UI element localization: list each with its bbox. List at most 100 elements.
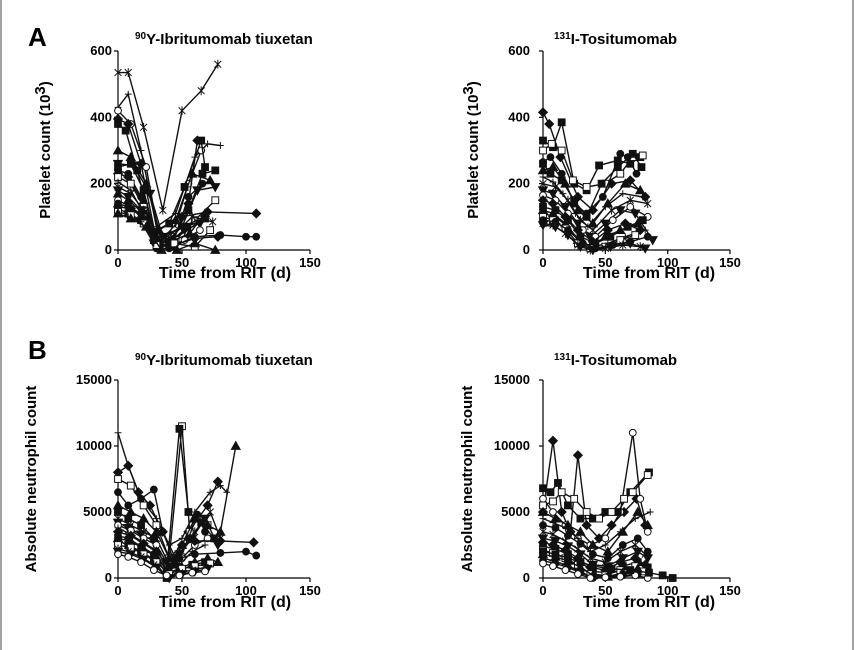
data-point: [211, 166, 220, 175]
series-line: [117, 123, 206, 233]
data-point: [139, 186, 148, 195]
data-point: [124, 90, 132, 98]
data-point: [564, 501, 572, 510]
data-point: [615, 206, 626, 216]
data-point: [572, 450, 584, 461]
data-point: [643, 199, 652, 208]
data-point: [175, 554, 184, 563]
chart-neutrophil-i131: 131I-Tositumomab Absolute neutrophil cou…: [459, 352, 741, 611]
data-point: [251, 208, 262, 219]
x-tick-label: 100: [235, 583, 257, 598]
title-text: Y-Ibritumomab tiuxetan: [146, 31, 313, 48]
data-point: [125, 213, 137, 223]
data-point: [114, 429, 122, 437]
data-point: [560, 202, 571, 213]
data-point: [208, 217, 217, 227]
title-text: I-Tositumomab: [571, 352, 677, 369]
data-point: [582, 212, 591, 221]
data-point: [114, 475, 122, 483]
data-point: [201, 567, 209, 576]
data-point: [625, 175, 636, 186]
y-axis-label-text: Absolute neutrophil count: [459, 386, 476, 573]
series-5: [537, 506, 653, 556]
ticks: 0 200 400 600 0 50 100 150: [90, 43, 321, 270]
data-point: [601, 541, 609, 549]
x-axis-label: Time from RIT (d): [583, 594, 715, 611]
data-point: [643, 471, 652, 479]
y-tick-label: 0: [105, 570, 112, 585]
y-axis-label-text: Platelet count (10: [465, 95, 482, 219]
series-4: [539, 471, 652, 523]
data-point: [539, 547, 547, 556]
data-point: [638, 216, 647, 225]
data-point: [557, 488, 566, 497]
data-point: [170, 239, 179, 248]
data-point: [550, 222, 561, 233]
data-point: [569, 176, 577, 185]
data-point: [114, 488, 122, 497]
chart-platelet-i131: 131I-Tositumomab Platelet count (103) Ti…: [460, 31, 741, 282]
data-point: [140, 221, 152, 231]
data-point: [570, 494, 579, 503]
data-point: [539, 146, 547, 155]
data-point: [601, 573, 610, 582]
data-point: [544, 118, 555, 130]
data-point: [554, 479, 562, 487]
data-point: [539, 515, 547, 522]
chart-title: 131I-Tositumomab: [554, 352, 677, 369]
data-point: [632, 218, 644, 228]
data-point: [137, 558, 145, 567]
data-point: [539, 136, 547, 145]
data-point: [137, 494, 145, 503]
data-point: [547, 435, 559, 446]
series-7: [539, 521, 652, 563]
data-point: [639, 244, 651, 254]
data-point: [631, 231, 640, 239]
data-point: [212, 556, 224, 567]
x-tick-label: 150: [299, 583, 321, 598]
y-tick-label: 600: [508, 43, 530, 58]
data-point: [114, 550, 122, 559]
data-point: [139, 501, 148, 510]
data-point: [124, 501, 133, 510]
data-point: [114, 106, 122, 115]
data-point: [632, 506, 644, 516]
y-axis-label: Platelet count (103): [32, 81, 54, 219]
data-point: [124, 552, 133, 561]
series-line: [117, 162, 216, 241]
data-point: [581, 520, 592, 531]
y-tick-label: 5000: [501, 504, 530, 519]
data-point: [546, 169, 555, 178]
data-point: [620, 178, 631, 188]
y-tick-label: 400: [90, 109, 112, 124]
data-point: [190, 550, 199, 559]
data-point: [620, 494, 628, 503]
data-point: [625, 239, 636, 249]
data-point: [616, 169, 625, 178]
data-point: [595, 161, 604, 170]
data-point: [139, 122, 148, 132]
data-point: [163, 233, 171, 241]
data-point: [575, 242, 586, 253]
series-group: [537, 428, 677, 582]
data-point: [632, 169, 641, 178]
data-point: [582, 183, 591, 191]
title-superscript: 131: [554, 31, 571, 42]
data-point: [189, 535, 200, 547]
y-tick-label: 200: [508, 176, 530, 191]
data-point: [201, 541, 209, 549]
data-point: [204, 140, 211, 148]
y-axis-label-sup: 3: [32, 86, 49, 94]
data-point: [201, 214, 209, 223]
data-point: [206, 488, 214, 496]
data-point: [642, 519, 653, 530]
data-point: [216, 549, 225, 557]
data-point: [149, 566, 158, 574]
data-point: [616, 149, 625, 158]
x-axis-label: Time from RIT (d): [583, 265, 715, 282]
data-point: [176, 539, 188, 551]
data-point: [645, 568, 653, 577]
y-axis-label: Platelet count (103): [460, 81, 482, 219]
data-point: [547, 139, 556, 148]
data-point: [557, 176, 566, 185]
